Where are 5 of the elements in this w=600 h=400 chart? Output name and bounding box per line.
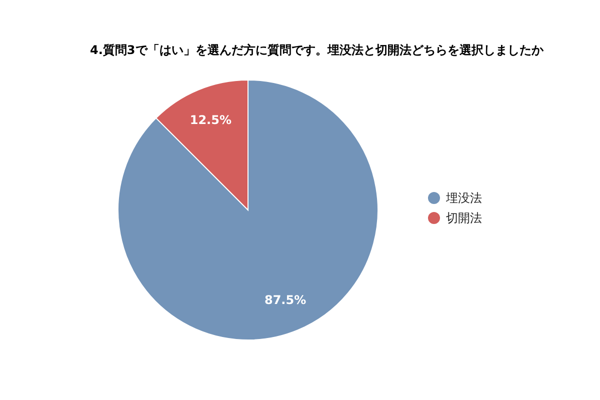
data-label: 87.5%: [264, 293, 306, 308]
data-label: 12.5%: [190, 112, 232, 127]
chart-title: 4.質問3で「はい」を選んだ方に質問です。埋没法と切開法どちらを選択しましたか: [90, 43, 544, 57]
legend-label: 切開法: [446, 211, 482, 225]
legend-label: 埋没法: [445, 191, 482, 205]
